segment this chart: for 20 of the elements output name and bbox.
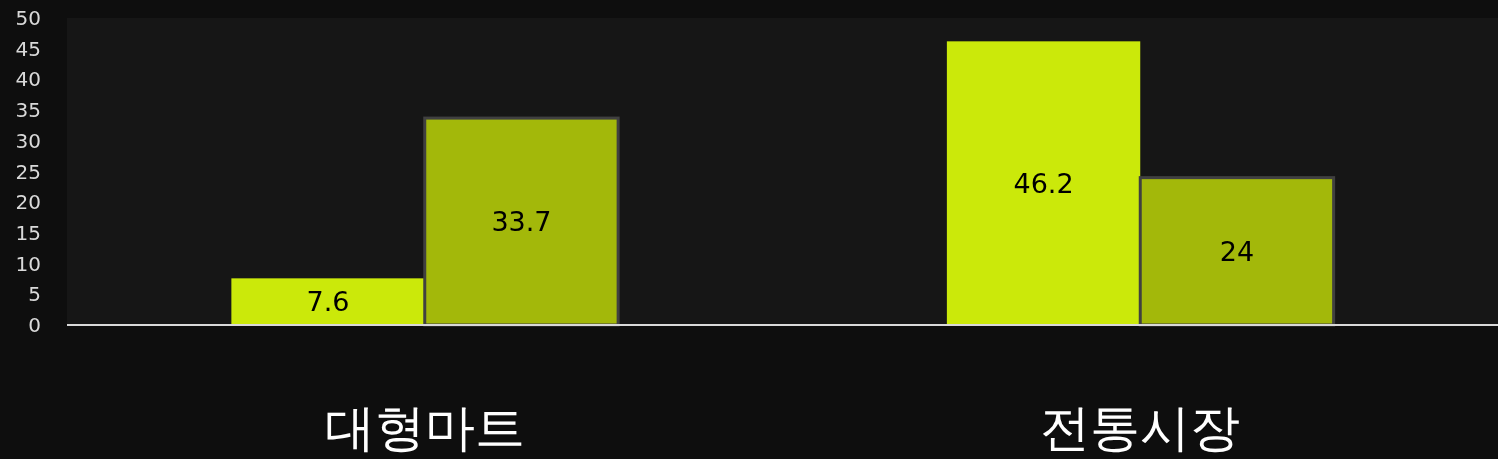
data-label: 7.6 bbox=[306, 286, 350, 318]
y-tick-label: 10 bbox=[15, 251, 41, 276]
bar bbox=[231, 278, 425, 325]
bar bbox=[1138, 176, 1336, 327]
x-tick-label: 대형마트 bbox=[324, 399, 525, 457]
data-label: 46.2 bbox=[1013, 167, 1074, 199]
x-tick-label: 전통시장 bbox=[1040, 399, 1241, 457]
y-tick-label: 30 bbox=[15, 128, 41, 153]
y-tick-label: 40 bbox=[15, 67, 41, 92]
y-tick-label: 50 bbox=[15, 6, 41, 30]
data-label: 33.7 bbox=[491, 206, 552, 238]
y-tick-label: 20 bbox=[15, 190, 41, 215]
y-tick-label: 5 bbox=[28, 282, 41, 307]
y-tick-label: 0 bbox=[28, 313, 41, 337]
y-tick-label: 25 bbox=[15, 159, 41, 184]
y-tick-label: 35 bbox=[15, 98, 41, 123]
y-tick-label: 15 bbox=[15, 220, 41, 245]
data-label: 24 bbox=[1219, 235, 1255, 267]
y-tick-label: 45 bbox=[15, 36, 41, 61]
bar bbox=[423, 116, 620, 327]
